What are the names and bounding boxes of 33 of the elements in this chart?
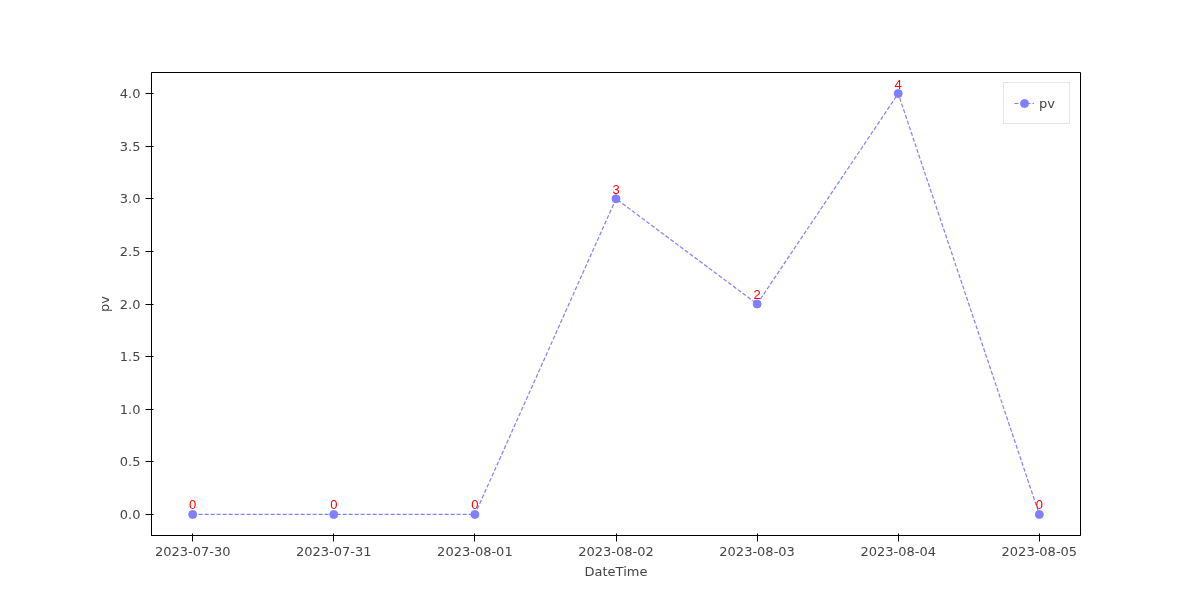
y-tick-label: 0.0 [119, 506, 141, 522]
point [1034, 509, 1044, 519]
y-tick-label: 0.5 [119, 454, 141, 470]
y-tick-label: 1.0 [119, 401, 141, 417]
point [470, 509, 480, 519]
y-axis-title: pv [96, 295, 112, 312]
y-tick-label: 4.0 [119, 86, 141, 102]
y-tick-label: 1.5 [119, 349, 141, 365]
data-label: 0 [189, 497, 197, 513]
x-tick-label: 2023-07-31 [296, 543, 372, 559]
x-axis-title: DateTime [584, 563, 648, 579]
data-label: 0 [1035, 497, 1043, 513]
data-label: 4 [894, 76, 902, 92]
point [188, 509, 198, 519]
x-tick-label: 2023-08-03 [719, 543, 795, 559]
y-tick-label: 3.5 [119, 138, 141, 154]
data-label: 0 [330, 497, 338, 513]
x-tick-label: 2023-08-05 [1001, 543, 1078, 559]
legend-label: pv [1039, 95, 1056, 111]
x-tick-label: 2023-08-04 [860, 543, 937, 559]
y-tick-label: 2.5 [119, 243, 141, 259]
data-label: 2 [753, 287, 761, 302]
y-tick-label: 3.0 [119, 191, 141, 207]
data-label: 0 [471, 497, 479, 513]
x-tick-label: 2023-08-01 [437, 543, 513, 559]
point [611, 194, 621, 204]
data-label: 3 [612, 181, 620, 197]
point [893, 89, 903, 99]
point [752, 299, 762, 309]
point [329, 509, 339, 519]
y-tick-label: 2.0 [119, 296, 141, 312]
x-tick-label: 2023-08-02 [578, 543, 654, 559]
x-tick-label: 2023-07-30 [154, 543, 231, 559]
